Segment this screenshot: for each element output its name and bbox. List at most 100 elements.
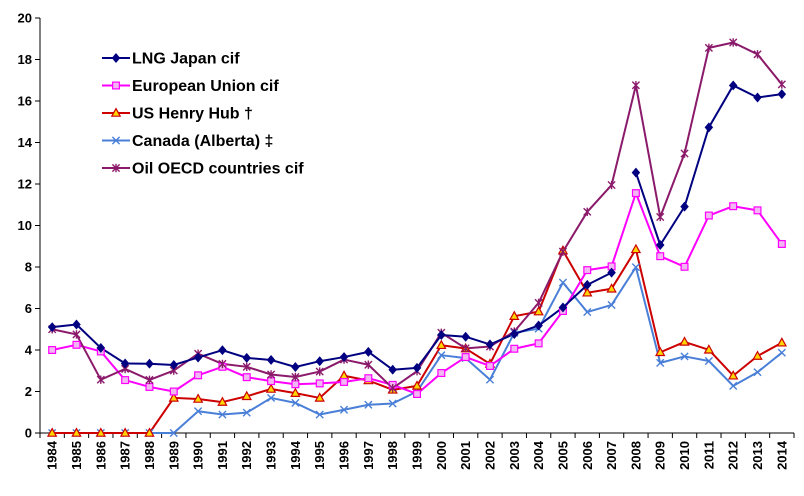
data-point-lng-japan-cif: [534, 320, 543, 331]
data-point-oil-oecd-countries-cif: [680, 149, 689, 158]
y-tick-label: 8: [25, 260, 32, 275]
y-tick-label: 14: [18, 135, 33, 150]
x-tick-label: 1986: [93, 441, 108, 470]
data-point-lng-japan-cif: [510, 329, 519, 339]
data-point-canada-alberta: [631, 263, 640, 272]
legend-marker-canada-alberta: [111, 136, 121, 145]
data-point-us-henry-hub: [776, 337, 788, 347]
data-point-lng-japan-cif: [291, 362, 300, 372]
data-point-european-union-cif: [121, 376, 130, 385]
data-point-oil-oecd-countries-cif: [461, 344, 470, 353]
data-point-us-henry-hub: [95, 427, 107, 437]
x-tick-label: 1995: [312, 441, 327, 470]
data-point-us-henry-hub: [71, 427, 82, 437]
y-tick-label: 16: [18, 94, 32, 109]
data-point-lng-japan-cif: [704, 122, 714, 133]
data-point-lng-japan-cif: [242, 352, 252, 363]
data-point-us-henry-hub: [314, 392, 325, 402]
data-point-european-union-cif: [72, 340, 81, 349]
x-tick-label: 2007: [604, 441, 619, 470]
data-point-lng-japan-cif: [72, 319, 81, 330]
data-point-us-henry-hub: [290, 387, 301, 397]
data-point-canada-alberta: [656, 358, 665, 367]
data-point-canada-alberta: [364, 400, 373, 409]
data-point-oil-oecd-countries-cif: [266, 370, 276, 379]
data-point-lng-japan-cif: [47, 322, 57, 333]
data-point-oil-oecd-countries-cif: [364, 360, 373, 369]
data-point-canada-alberta: [680, 352, 689, 361]
data-point-us-henry-hub: [436, 339, 447, 350]
data-point-us-henry-hub: [727, 370, 739, 380]
legend-marker-lng-japan-cif: [111, 53, 121, 63]
data-point-canada-alberta: [388, 399, 397, 408]
y-tick-label: 12: [18, 177, 32, 192]
legend-marker-us-henry-hub: [110, 107, 122, 117]
x-tick-label: 1987: [118, 441, 133, 470]
data-point-european-union-cif: [777, 239, 786, 248]
data-point-lng-japan-cif: [631, 167, 641, 178]
data-point-lng-japan-cif: [266, 354, 276, 365]
x-tick-label: 1989: [166, 441, 181, 470]
x-tick-label: 1985: [69, 441, 84, 470]
y-tick-label: 18: [18, 52, 32, 67]
data-point-european-union-cif: [704, 211, 713, 220]
data-point-oil-oecd-countries-cif: [777, 80, 786, 89]
y-tick-label: 4: [25, 343, 33, 358]
data-point-canada-alberta: [437, 351, 446, 360]
x-tick-label: 2001: [458, 441, 473, 470]
data-point-lng-japan-cif: [437, 330, 446, 341]
legend-label-us-henry-hub: US Henry Hub †: [132, 106, 253, 123]
data-point-lng-japan-cif: [680, 201, 689, 212]
data-point-european-union-cif: [510, 344, 519, 353]
data-point-lng-japan-cif: [728, 80, 738, 91]
y-tick-label: 2: [25, 384, 32, 399]
data-point-us-henry-hub: [144, 427, 155, 437]
data-point-european-union-cif: [753, 206, 762, 215]
x-axis-ticks: 1984 1985 1986 1987 1988 1989 1990 1991 1992 1993…: [39, 433, 795, 470]
x-tick-label: 2009: [653, 441, 668, 470]
data-point-oil-oecd-countries-cif: [656, 212, 665, 222]
data-point-canada-alberta: [266, 393, 276, 403]
x-tick-label: 1998: [385, 441, 400, 470]
x-tick-label: 1997: [361, 441, 376, 470]
data-point-lng-japan-cif: [193, 352, 203, 363]
series-line-lng-japan-cif: [634, 84, 782, 247]
data-point-lng-japan-cif: [218, 345, 227, 356]
x-tick-label: 1999: [410, 441, 425, 470]
y-tick-label: 20: [18, 11, 32, 26]
x-tick-label: 1992: [239, 441, 254, 470]
data-point-us-henry-hub: [192, 393, 204, 403]
x-tick-label: 1996: [337, 441, 352, 470]
data-point-oil-oecd-countries-cif: [388, 383, 397, 393]
data-point-us-henry-hub: [411, 380, 423, 390]
data-point-us-henry-hub: [655, 346, 666, 357]
data-point-lng-japan-cif: [120, 358, 130, 369]
data-point-canada-alberta: [583, 307, 592, 317]
data-point-lng-japan-cif: [461, 331, 470, 342]
data-point-lng-japan-cif: [753, 92, 762, 103]
data-point-european-union-cif: [364, 374, 373, 383]
data-point-lng-japan-cif: [412, 362, 422, 373]
data-point-canada-alberta: [485, 375, 495, 384]
x-tick-label: 2014: [774, 440, 789, 470]
data-point-european-union-cif: [340, 377, 349, 386]
x-tick-label: 2008: [628, 441, 643, 470]
data-point-us-henry-hub: [241, 390, 252, 401]
data-point-oil-oecd-countries-cif: [631, 81, 640, 90]
x-tick-label: 2011: [701, 441, 716, 469]
series-line-lng-japan-cif: [52, 271, 613, 371]
data-point-us-henry-hub: [265, 383, 277, 393]
legend-label-oil-oecd-countries-cif: Oil OECD countries cif: [132, 161, 304, 178]
data-point-us-henry-hub: [582, 287, 593, 297]
data-point-canada-alberta: [704, 356, 713, 366]
data-point-lng-japan-cif: [145, 358, 154, 369]
data-point-canada-alberta: [558, 278, 568, 287]
series-line-us-henry-hub: [52, 248, 783, 434]
data-point-oil-oecd-countries-cif: [583, 207, 592, 217]
data-point-european-union-cif: [485, 361, 494, 370]
data-point-us-henry-hub: [679, 336, 690, 346]
data-point-european-union-cif: [48, 346, 57, 355]
chart-legend: LNG Japan cif European Union cif US Henry …: [102, 51, 304, 178]
data-point-lng-japan-cif: [485, 339, 495, 350]
